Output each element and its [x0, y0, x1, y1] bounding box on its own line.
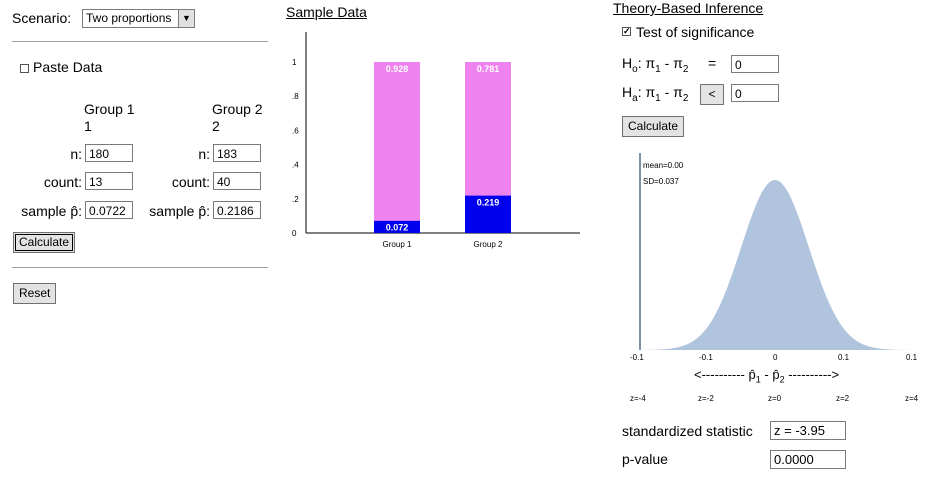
- group1-count-label: count:: [43, 174, 82, 190]
- ha-label: Ha: π1 - π2: [622, 84, 689, 104]
- null-distribution-curve: [640, 180, 910, 350]
- inference-title: Theory-Based Inference: [613, 0, 764, 16]
- group2-count-label: count:: [171, 174, 210, 190]
- calculate-inference-button[interactable]: Calculate: [622, 116, 685, 137]
- bar-segment-2-2: [465, 62, 511, 196]
- alternative-direction-button[interactable]: <: [700, 84, 724, 105]
- y-tick-label: .6: [292, 126, 299, 135]
- mean-label: mean=0.00: [643, 161, 684, 170]
- bar-segment-2-1: [465, 195, 511, 233]
- p-value-value: 0.0000: [770, 450, 846, 469]
- standardized-statistic-label: standardized statistic: [622, 423, 753, 439]
- x-axis-label: <---------- p̂1 - p̂2 ---------->: [694, 367, 840, 385]
- null-distribution-chart: [639, 153, 910, 350]
- bar-segment-1-1: [374, 220, 420, 233]
- z-tick-1: z=-4: [630, 394, 646, 403]
- group2-header: Group 2: [212, 101, 263, 117]
- x-tick-2: -0.1: [699, 353, 713, 362]
- sample-data-title: Sample Data: [286, 4, 367, 20]
- test-significance-checkbox[interactable]: ✓: [622, 26, 631, 36]
- scenario-select[interactable]: Two proportions ▼: [82, 9, 195, 28]
- h0-equals: =: [708, 55, 717, 71]
- group1-count-input[interactable]: 13: [85, 172, 133, 190]
- group1-phat-value: 0.0722: [85, 201, 133, 219]
- group2-n-input[interactable]: 183: [213, 144, 261, 162]
- test-significance-label: Test of significance: [636, 24, 755, 40]
- scenario-label: Scenario:: [12, 10, 72, 26]
- y-tick-label: 1: [292, 58, 297, 67]
- paste-data-label: Paste Data: [33, 59, 103, 75]
- group1-header: Group 1: [84, 101, 135, 117]
- group2-phat-value: 0.2186: [213, 201, 261, 219]
- group2-n-label: n:: [198, 146, 210, 162]
- p-value-label: p-value: [622, 451, 668, 467]
- z-tick-3: z=0: [768, 394, 782, 403]
- bar-data-label: 0.928: [386, 64, 409, 74]
- x-tick-1: -0.1: [630, 353, 644, 362]
- x-tick-3: 0: [773, 353, 778, 362]
- h0-value-input[interactable]: 0: [731, 55, 779, 73]
- bar-data-label: 0.781: [477, 64, 500, 74]
- category-label: Group 1: [383, 240, 412, 249]
- group1-n-input[interactable]: 180: [85, 144, 133, 162]
- paste-data-checkbox[interactable]: [20, 64, 29, 73]
- chevron-down-icon[interactable]: ▼: [178, 10, 194, 27]
- z-tick-5: z=4: [905, 394, 919, 403]
- group1-n-label: n:: [70, 146, 82, 162]
- sample-data-chart: 0 .2 .4 .6 .8 1 0.072 0.928 Group 1 0.219 0.781 Gr…: [292, 32, 580, 249]
- category-label: Group 2: [474, 240, 503, 249]
- x-tick-4: 0.1: [838, 353, 850, 362]
- bar-data-label: 0.219: [477, 198, 500, 208]
- group1-phat-label: sample p̂:: [21, 203, 82, 219]
- group2-subheader: 2: [212, 118, 220, 134]
- y-tick-label: .4: [292, 161, 299, 170]
- z-tick-2: z=-2: [698, 394, 714, 403]
- y-tick-label: .8: [292, 92, 299, 101]
- group2-count-input[interactable]: 40: [213, 172, 261, 190]
- h0-label: Ho: π1 - π2: [622, 55, 689, 75]
- group1-subheader: 1: [84, 118, 92, 134]
- reset-button[interactable]: Reset: [13, 283, 57, 304]
- sd-label: SD=0.037: [643, 177, 679, 186]
- divider: [12, 41, 268, 42]
- standardized-statistic-value: z = -3.95: [770, 421, 846, 440]
- bar-segment-1-2: [374, 62, 420, 221]
- calculate-button[interactable]: Calculate: [13, 232, 76, 253]
- divider: [12, 267, 268, 268]
- y-tick-label: 0: [292, 229, 297, 238]
- y-tick-label: .2: [292, 195, 299, 204]
- group2-phat-label: sample p̂:: [149, 203, 210, 219]
- x-tick-5: 0.1: [906, 353, 918, 362]
- bar-data-label: 0.072: [386, 223, 409, 233]
- ha-value-input[interactable]: 0: [731, 84, 779, 102]
- scenario-select-value: Two proportions: [86, 11, 172, 25]
- z-tick-4: z=2: [836, 394, 850, 403]
